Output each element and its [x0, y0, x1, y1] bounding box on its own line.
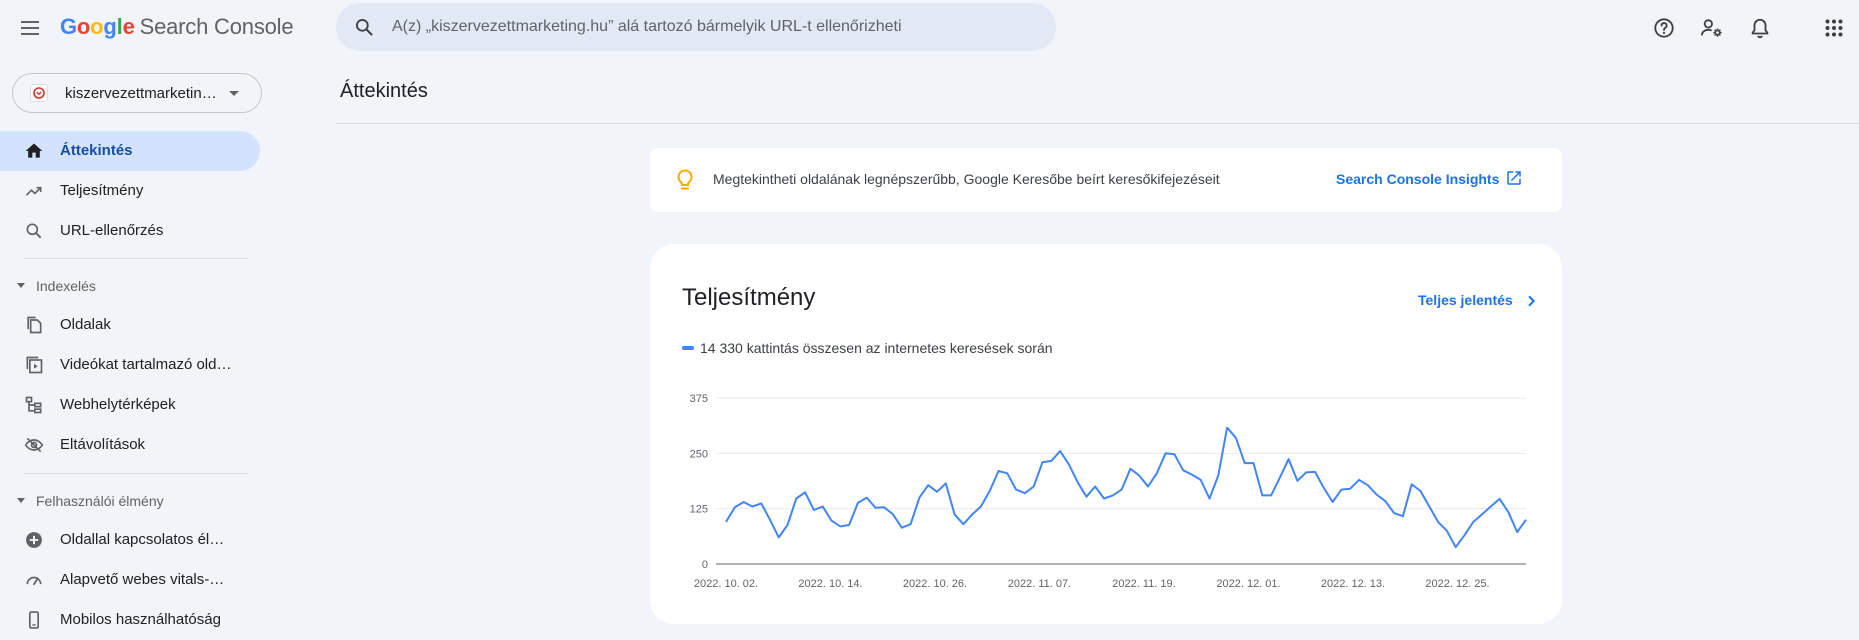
help-icon[interactable] — [1648, 12, 1680, 44]
chevron-right-icon[interactable] — [1523, 293, 1539, 309]
sidebar-item-url-inspection[interactable]: URL-ellenőrzés — [0, 211, 260, 251]
pages-icon — [27, 316, 42, 334]
sidebar-item-mobile-usability[interactable]: Mobilos használhatóság — [0, 600, 260, 640]
x-tick-label: 2022. 10. 02. — [694, 578, 758, 590]
sidebar-item-page-experience[interactable]: Oldallal kapcsolatos élmény — [0, 520, 260, 560]
search-icon — [26, 223, 42, 239]
sidebar-item-label: Alapvető webes vitals-mutatók — [60, 571, 235, 588]
phone-icon — [29, 611, 39, 629]
open-in-new-icon[interactable] — [1505, 169, 1523, 187]
sidebar-item-removals[interactable]: Eltávolítások — [0, 425, 260, 465]
y-tick-label: 0 — [702, 559, 708, 571]
home-icon — [25, 143, 43, 158]
sidebar-item-video-pages[interactable]: Videókat tartalmazó oldalak — [0, 345, 260, 385]
title-divider — [336, 123, 1859, 124]
manage-account-icon[interactable] — [1696, 12, 1728, 44]
sidebar-item-label: Mobilos használhatóság — [60, 611, 221, 628]
x-tick-label: 2022. 12. 25. — [1425, 578, 1489, 590]
apps-icon[interactable] — [1818, 12, 1850, 44]
x-tick-label: 2022. 10. 14. — [798, 578, 862, 590]
sidebar-item-performance[interactable]: Teljesítmény — [0, 171, 260, 211]
add-circle-icon — [26, 532, 42, 548]
legend-swatch — [682, 345, 694, 350]
visibility-off-icon — [24, 437, 44, 453]
sidebar-item-label: Oldalak — [60, 316, 111, 333]
sidebar-item-label: Oldallal kapcsolatos élmény — [60, 531, 235, 548]
sidebar-item-sitemaps[interactable]: Webhelytérképek — [0, 385, 260, 425]
trending-icon — [25, 186, 42, 196]
performance-card: Teljesítmény Teljes jelentés 14 330 katt… — [650, 244, 1562, 624]
property-label: kiszervezettmarketing.hu — [65, 85, 225, 102]
page-title: Áttekintés — [340, 80, 428, 102]
search-console-logo[interactable]: Google Search Console — [60, 14, 294, 39]
sidebar-item-label: Teljesítmény — [60, 182, 144, 199]
clicks-series-line — [725, 426, 1527, 549]
property-selector[interactable]: kiszervezettmarketing.hu — [12, 73, 262, 113]
x-tick-label: 2022. 12. 01. — [1216, 578, 1280, 590]
sidebar-item-pages[interactable]: Oldalak — [0, 305, 260, 345]
url-inspection-search[interactable] — [336, 3, 1056, 51]
caret-down-icon — [17, 498, 25, 503]
sidebar-section-experience[interactable]: Felhasználói élmény — [0, 486, 260, 516]
sidebar-item-label: Webhelytérképek — [60, 396, 176, 413]
sitemap-icon — [25, 396, 42, 414]
x-tick-label: 2022. 11. 19. — [1112, 578, 1175, 590]
sidebar-item-overview[interactable]: Áttekintés — [0, 131, 260, 171]
legend-label: 14 330 kattintás összesen az internetes … — [700, 340, 1053, 356]
menu-icon[interactable] — [18, 16, 42, 40]
product-name: Search Console — [139, 14, 294, 39]
full-report-link[interactable]: Teljes jelentés — [1418, 292, 1513, 308]
clicks-line-chart: 0 125 250 375 2022. 10. 02. 2022. 10. 14. 2022… — [690, 393, 1527, 590]
lightbulb-icon — [677, 169, 693, 190]
video-icon — [26, 356, 43, 374]
chevron-down-icon — [229, 91, 239, 96]
y-tick-label: 125 — [690, 504, 708, 516]
sidebar-item-label: URL-ellenőrzés — [60, 222, 164, 239]
search-icon — [356, 19, 373, 36]
site-favicon-icon — [30, 84, 48, 102]
y-tick-label: 250 — [690, 448, 708, 460]
x-tick-label: 2022. 12. 13. — [1321, 578, 1385, 590]
search-input[interactable] — [392, 3, 1032, 51]
x-tick-label: 2022. 11. 07. — [1008, 578, 1071, 590]
x-tick-label: 2022. 10. 26. — [903, 578, 967, 590]
insights-banner: Megtekintheti oldalának legnépszerűbb, G… — [650, 148, 1562, 212]
caret-down-icon — [17, 283, 25, 288]
top-bar: Google Search Console — [0, 0, 1859, 56]
insights-message: Megtekintheti oldalának legnépszerűbb, G… — [713, 171, 1220, 187]
sidebar-item-label: Eltávolítások — [60, 436, 146, 453]
sidebar-divider — [24, 473, 248, 474]
y-tick-label: 375 — [690, 393, 708, 405]
sidebar-item-label: Áttekintés — [60, 142, 133, 159]
sidebar-section-indexing[interactable]: Indexelés — [0, 271, 260, 301]
chart-legend: 14 330 kattintás összesen az internetes … — [682, 340, 1053, 358]
sidebar-item-core-web-vitals[interactable]: Alapvető webes vitals-mutatók — [0, 560, 260, 600]
sidebar-divider — [24, 258, 248, 259]
search-console-insights-link[interactable]: Search Console Insights — [1336, 171, 1500, 187]
speed-icon — [26, 576, 42, 586]
notifications-icon[interactable] — [1744, 12, 1776, 44]
sidebar-item-label: Videókat tartalmazó oldalak — [60, 356, 235, 373]
performance-title: Teljesítmény — [682, 284, 816, 311]
